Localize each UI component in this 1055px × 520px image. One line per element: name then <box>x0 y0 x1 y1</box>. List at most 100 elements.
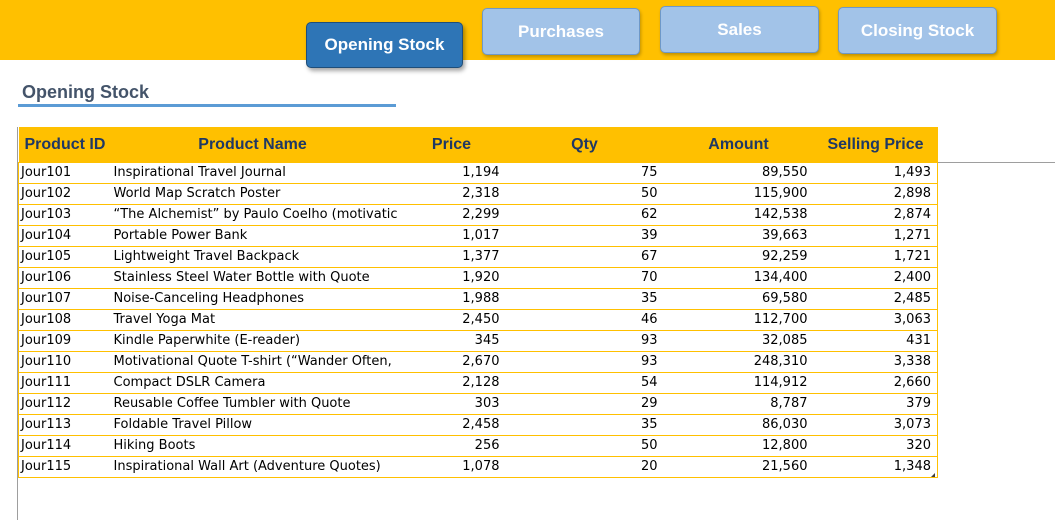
product-name-cell[interactable]: Stainless Steel Water Bottle with Quote <box>107 267 398 289</box>
qty-cell[interactable]: 20 <box>505 456 664 478</box>
qty-cell[interactable]: 70 <box>505 267 664 289</box>
product-name-cell[interactable]: Reusable Coffee Tumbler with Quote <box>107 393 398 415</box>
price-cell[interactable]: 2,450 <box>397 309 506 331</box>
selling-price-cell[interactable]: 3,073 <box>813 414 938 436</box>
amount-cell[interactable]: 89,550 <box>663 162 814 184</box>
product-name-cell[interactable]: Motivational Quote T-shirt (“Wander Ofte… <box>107 351 398 373</box>
product-name-cell[interactable]: Lightweight Travel Backpack <box>107 246 398 268</box>
selling-price-cell[interactable]: 3,063 <box>813 309 938 331</box>
sales-button[interactable]: Sales <box>660 6 819 53</box>
amount-cell[interactable]: 114,912 <box>663 372 814 394</box>
qty-cell[interactable]: 67 <box>505 246 664 268</box>
amount-cell[interactable]: 142,538 <box>663 204 814 226</box>
selling-price-cell[interactable]: 379 <box>813 393 938 415</box>
product-name-cell[interactable]: Portable Power Bank <box>107 225 398 247</box>
qty-cell[interactable]: 93 <box>505 351 664 373</box>
qty-cell[interactable]: 54 <box>505 372 664 394</box>
product-id-cell[interactable]: Jour107 <box>18 288 108 310</box>
selling-price-cell[interactable]: 3,338 <box>813 351 938 373</box>
qty-cell[interactable]: 29 <box>505 393 664 415</box>
amount-cell[interactable]: 86,030 <box>663 414 814 436</box>
amount-cell[interactable]: 21,560 <box>663 456 814 478</box>
amount-cell[interactable]: 134,400 <box>663 267 814 289</box>
amount-cell[interactable]: 8,787 <box>663 393 814 415</box>
amount-cell[interactable]: 92,259 <box>663 246 814 268</box>
product-id-cell[interactable]: Jour115 <box>18 456 108 478</box>
table-row: Jour108 Travel Yoga Mat 2,450 46 112,700 3,06… <box>18 309 938 331</box>
product-name-cell[interactable]: Kindle Paperwhite (E-reader) <box>107 330 398 352</box>
table-row: Jour101 Inspirational Travel Journal 1,194… <box>18 162 938 184</box>
amount-cell[interactable]: 32,085 <box>663 330 814 352</box>
qty-cell[interactable]: 46 <box>505 309 664 331</box>
product-id-cell[interactable]: Jour101 <box>18 162 108 184</box>
product-name-cell[interactable]: Foldable Travel Pillow <box>107 414 398 436</box>
price-cell[interactable]: 1,377 <box>397 246 506 268</box>
product-id-cell[interactable]: Jour111 <box>18 372 108 394</box>
column-header-qty: Qty <box>505 127 664 163</box>
price-cell[interactable]: 2,299 <box>397 204 506 226</box>
fill-handle-icon[interactable] <box>931 473 935 477</box>
price-cell[interactable]: 2,318 <box>397 183 506 205</box>
product-name-cell[interactable]: Compact DSLR Camera <box>107 372 398 394</box>
product-name-cell[interactable]: World Map Scratch Poster <box>107 183 398 205</box>
price-cell[interactable]: 1,920 <box>397 267 506 289</box>
price-cell[interactable]: 2,670 <box>397 351 506 373</box>
product-name-cell[interactable]: Inspirational Travel Journal <box>107 162 398 184</box>
purchases-button[interactable]: Purchases <box>482 8 640 55</box>
qty-cell[interactable]: 39 <box>505 225 664 247</box>
selling-price-cell[interactable]: 2,485 <box>813 288 938 310</box>
product-name-cell[interactable]: “The Alchemist” by Paulo Coelho (motivat… <box>107 204 398 226</box>
product-name-cell[interactable]: Travel Yoga Mat <box>107 309 398 331</box>
qty-cell[interactable]: 35 <box>505 414 664 436</box>
product-name-cell[interactable]: Inspirational Wall Art (Adventure Quotes… <box>107 456 398 478</box>
selling-price-cell[interactable]: 1,721 <box>813 246 938 268</box>
selling-price-cell[interactable]: 1,271 <box>813 225 938 247</box>
price-cell[interactable]: 1,078 <box>397 456 506 478</box>
table-row: Jour102 World Map Scratch Poster 2,318 50 11… <box>18 183 938 205</box>
product-id-cell[interactable]: Jour114 <box>18 435 108 457</box>
amount-cell[interactable]: 248,310 <box>663 351 814 373</box>
product-id-cell[interactable]: Jour113 <box>18 414 108 436</box>
price-cell[interactable]: 303 <box>397 393 506 415</box>
price-cell[interactable]: 2,458 <box>397 414 506 436</box>
price-cell[interactable]: 1,988 <box>397 288 506 310</box>
product-name-cell[interactable]: Hiking Boots <box>107 435 398 457</box>
product-id-cell[interactable]: Jour103 <box>18 204 108 226</box>
qty-cell[interactable]: 50 <box>505 183 664 205</box>
table-row: Jour115 Inspirational Wall Art (Adventure… <box>18 456 938 478</box>
qty-cell[interactable]: 62 <box>505 204 664 226</box>
product-name-cell[interactable]: Noise-Canceling Headphones <box>107 288 398 310</box>
product-id-cell[interactable]: Jour106 <box>18 267 108 289</box>
amount-cell[interactable]: 112,700 <box>663 309 814 331</box>
price-cell[interactable]: 1,017 <box>397 225 506 247</box>
selling-price-cell[interactable]: 2,660 <box>813 372 938 394</box>
selling-price-cell[interactable]: 320 <box>813 435 938 457</box>
price-cell[interactable]: 345 <box>397 330 506 352</box>
qty-cell[interactable]: 75 <box>505 162 664 184</box>
price-cell[interactable]: 1,194 <box>397 162 506 184</box>
amount-cell[interactable]: 39,663 <box>663 225 814 247</box>
opening-stock-button[interactable]: Opening Stock <box>306 22 463 68</box>
closing-stock-button[interactable]: Closing Stock <box>838 7 997 54</box>
qty-cell[interactable]: 35 <box>505 288 664 310</box>
product-id-cell[interactable]: Jour112 <box>18 393 108 415</box>
selling-price-cell[interactable]: 2,874 <box>813 204 938 226</box>
amount-cell[interactable]: 12,800 <box>663 435 814 457</box>
selling-price-cell[interactable]: 431 <box>813 330 938 352</box>
selling-price-cell[interactable]: 2,898 <box>813 183 938 205</box>
product-id-cell[interactable]: Jour109 <box>18 330 108 352</box>
price-cell[interactable]: 2,128 <box>397 372 506 394</box>
selling-price-cell[interactable]: 1,493 <box>813 162 938 184</box>
product-id-cell[interactable]: Jour105 <box>18 246 108 268</box>
amount-cell[interactable]: 115,900 <box>663 183 814 205</box>
selling-price-cell[interactable]: 2,400 <box>813 267 938 289</box>
product-id-cell[interactable]: Jour108 <box>18 309 108 331</box>
qty-cell[interactable]: 93 <box>505 330 664 352</box>
price-cell[interactable]: 256 <box>397 435 506 457</box>
selling-price-cell[interactable]: 1,348 <box>813 456 938 478</box>
product-id-cell[interactable]: Jour110 <box>18 351 108 373</box>
amount-cell[interactable]: 69,580 <box>663 288 814 310</box>
qty-cell[interactable]: 50 <box>505 435 664 457</box>
product-id-cell[interactable]: Jour104 <box>18 225 108 247</box>
product-id-cell[interactable]: Jour102 <box>18 183 108 205</box>
